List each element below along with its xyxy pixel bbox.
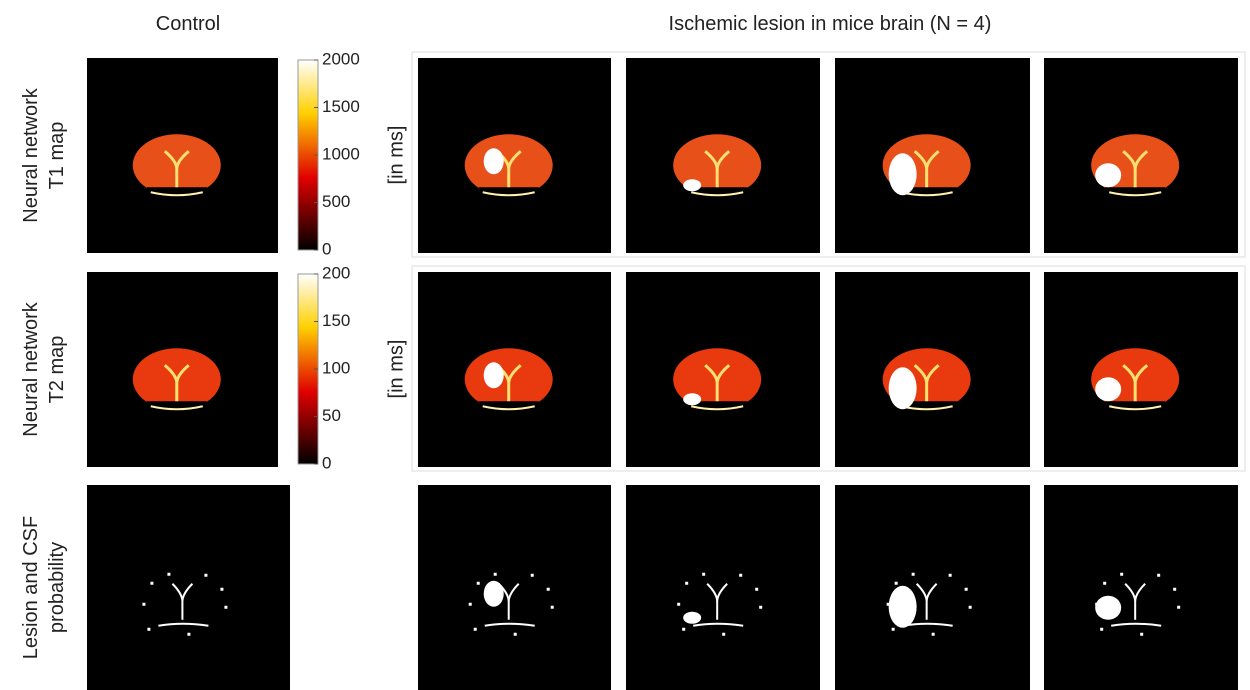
lesion <box>683 179 701 191</box>
colorbar-tick-label: 50 <box>322 406 341 425</box>
lesion <box>1095 596 1121 620</box>
csf-dot <box>1177 606 1180 609</box>
csf-dot <box>224 606 227 609</box>
csf-dot <box>531 574 534 577</box>
row-label: Neural networkT1 map <box>20 87 68 223</box>
lesion <box>683 612 701 624</box>
unit-label-text: [in ms] <box>385 126 407 185</box>
row-label-line: Neural network <box>20 87 42 223</box>
colorbar-tick-label: 200 <box>322 263 350 282</box>
csf-dot <box>722 633 725 636</box>
csf-dot <box>949 574 952 577</box>
csf-dot <box>551 606 554 609</box>
csf-dot <box>474 628 477 631</box>
unit-label: [in ms] <box>385 126 407 185</box>
csf-dot <box>755 588 758 591</box>
unit-label: [in ms] <box>385 340 407 399</box>
csf-dot <box>685 582 688 585</box>
figure: Control Ischemic lesion in mice brain (N… <box>0 0 1250 690</box>
colorbar-tick-label: 150 <box>322 311 350 330</box>
csf-dot <box>739 574 742 577</box>
colorbar-tick-label: 0 <box>322 239 331 258</box>
colorbar-tick-label: 1500 <box>322 97 360 116</box>
lesion <box>889 367 917 409</box>
csf-dot <box>895 582 898 585</box>
row-label-line: probability <box>46 542 68 633</box>
csf-dot <box>965 588 968 591</box>
csf-dot <box>167 573 170 576</box>
csf-dot <box>1140 633 1143 636</box>
csf-dot <box>969 606 972 609</box>
lesion <box>683 393 701 405</box>
csf-dot <box>912 573 915 576</box>
csf-dot <box>677 603 680 606</box>
colorbar-tick-label: 100 <box>322 358 350 377</box>
column-title: Ischemic lesion in mice brain (N = 4) <box>669 13 992 35</box>
csf-dot <box>1100 628 1103 631</box>
colorbar-tick-label: 0 <box>322 453 331 472</box>
csf-dot <box>892 628 895 631</box>
csf-dot <box>547 588 550 591</box>
csf-dot <box>932 633 935 636</box>
lesion <box>1095 377 1121 401</box>
csf-dot <box>682 628 685 631</box>
unit-label-text: [in ms] <box>385 340 407 399</box>
csf-dot <box>147 628 150 631</box>
csf-dot <box>477 582 480 585</box>
csf-dot <box>514 633 517 636</box>
column-title: Control <box>156 13 220 35</box>
lesion <box>889 153 917 195</box>
csf-dot <box>1103 582 1106 585</box>
lesion <box>889 586 917 628</box>
csf-dot <box>1157 574 1160 577</box>
row-label-line: Neural network <box>20 301 42 437</box>
csf-dot <box>494 573 497 576</box>
colorbar-tick-label: 1000 <box>322 144 360 163</box>
lesion <box>1095 163 1121 187</box>
csf-dot <box>187 633 190 636</box>
csf-dot <box>142 603 145 606</box>
csf-dot <box>1173 588 1176 591</box>
csf-dot <box>759 606 762 609</box>
colorbar-tick-label: 500 <box>322 192 350 211</box>
row-label-line: T2 map <box>46 336 68 404</box>
row-label-line: Lesion and CSF <box>20 516 42 659</box>
csf-dot <box>220 588 223 591</box>
lesion <box>484 581 504 607</box>
lesion <box>484 148 504 174</box>
csf-dot <box>1120 573 1123 576</box>
colorbar-tick-label: 2000 <box>322 49 360 68</box>
csf-dot <box>702 573 705 576</box>
csf-dot <box>469 603 472 606</box>
lesion <box>484 362 504 388</box>
csf-dot <box>150 582 153 585</box>
row-label-line: T1 map <box>46 122 68 190</box>
csf-dot <box>204 574 207 577</box>
